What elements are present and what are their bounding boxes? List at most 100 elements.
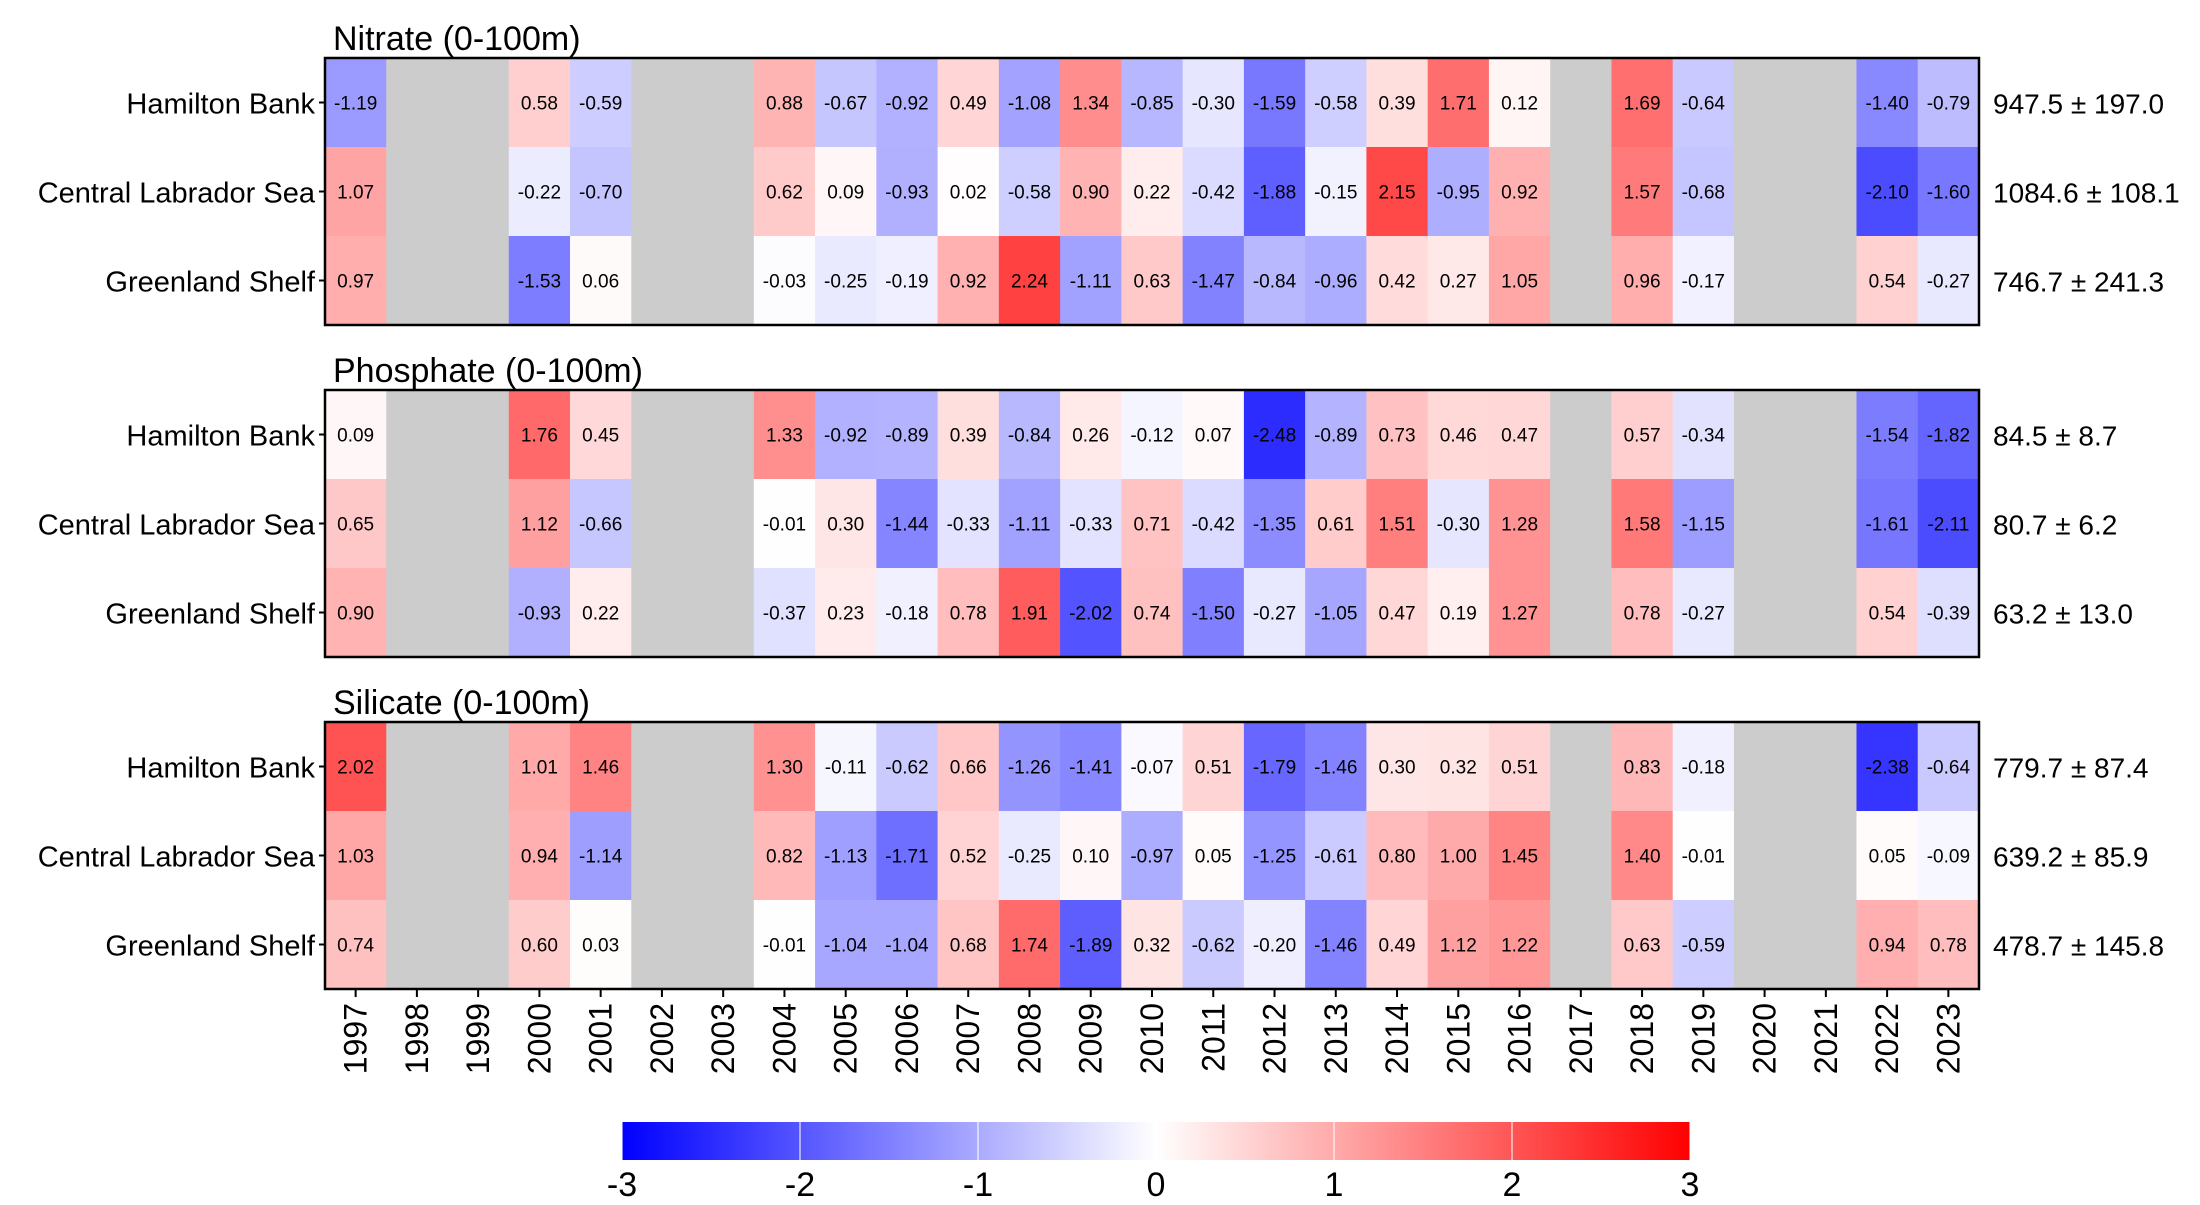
year-label-2003: 2003 bbox=[705, 1003, 741, 1074]
silicate-cell-label-hamilton-bank-2004: 1.30 bbox=[766, 758, 803, 779]
year-label-2019: 2019 bbox=[1685, 1003, 1721, 1074]
silicate-cell-central-labrador-sea-1999 bbox=[447, 811, 510, 901]
phosphate-cell-label-hamilton-bank-2007: 0.39 bbox=[950, 426, 987, 447]
silicate-cell-label-central-labrador-sea-2011: 0.05 bbox=[1195, 847, 1232, 868]
phosphate-cell-central-labrador-sea-2006 bbox=[876, 479, 939, 569]
phosphate-cell-central-labrador-sea-2003 bbox=[692, 479, 755, 569]
nitrate-cell-greenland-shelf-2009 bbox=[1060, 236, 1122, 326]
phosphate-cell-label-greenland-shelf-2001: 0.22 bbox=[582, 604, 619, 625]
nitrate-cell-central-labrador-sea-1997 bbox=[325, 147, 387, 237]
nitrate-cell-hamilton-bank-1997 bbox=[325, 58, 387, 148]
phosphate-panel-frame bbox=[323, 388, 1981, 659]
phosphate-stat-greenland-shelf: 63.2 ± 13.0 bbox=[1993, 599, 2133, 630]
year-label-2009: 2009 bbox=[1073, 1003, 1109, 1074]
nitrate-cell-label-greenland-shelf-2015: 0.27 bbox=[1440, 272, 1477, 293]
nitrate-cell-label-greenland-shelf-2013: -0.96 bbox=[1314, 272, 1357, 293]
phosphate-cell-central-labrador-sea-2019 bbox=[1672, 479, 1735, 569]
phosphate-cell-central-labrador-sea-2010 bbox=[1121, 479, 1184, 569]
silicate-cell-greenland-shelf-1997 bbox=[325, 900, 387, 990]
nitrate-cell-label-hamilton-bank-2013: -0.58 bbox=[1314, 94, 1357, 115]
phosphate-cell-hamilton-bank-1998 bbox=[386, 390, 449, 480]
nitrate-cell-label-greenland-shelf-2014: 0.42 bbox=[1379, 272, 1416, 293]
phosphate-cell-greenland-shelf-2013 bbox=[1305, 568, 1368, 658]
phosphate-cell-label-hamilton-bank-2016: 0.47 bbox=[1501, 426, 1538, 447]
phosphate-cell-label-greenland-shelf-2005: 0.23 bbox=[827, 604, 864, 625]
year-label-2023: 2023 bbox=[1930, 1003, 1966, 1074]
phosphate-cell-label-hamilton-bank-2019: -0.34 bbox=[1682, 426, 1726, 447]
silicate-cell-hamilton-bank-2010 bbox=[1121, 722, 1184, 812]
phosphate-cell-hamilton-bank-2012 bbox=[1243, 390, 1306, 480]
phosphate-cell-central-labrador-sea-2004 bbox=[753, 479, 816, 569]
silicate-cell-label-hamilton-bank-2000: 1.01 bbox=[521, 758, 558, 779]
nitrate-cell-label-greenland-shelf-2018: 0.96 bbox=[1624, 272, 1661, 293]
nitrate-cell-label-greenland-shelf-2000: -1.53 bbox=[518, 272, 561, 293]
phosphate-cell-greenland-shelf-2004 bbox=[753, 568, 816, 658]
nitrate-cell-label-central-labrador-sea-2012: -1.88 bbox=[1253, 183, 1296, 204]
phosphate-cell-greenland-shelf-2014 bbox=[1366, 568, 1429, 658]
phosphate-cell-hamilton-bank-2019 bbox=[1672, 390, 1735, 480]
phosphate-cell-label-central-labrador-sea-2008: -1.11 bbox=[1009, 515, 1051, 536]
nitrate-cell-hamilton-bank-2016 bbox=[1488, 58, 1551, 148]
nitrate-cell-label-greenland-shelf-2012: -0.84 bbox=[1253, 272, 1297, 293]
nitrate-cell-hamilton-bank-2011 bbox=[1182, 58, 1245, 148]
phosphate-cell-hamilton-bank-2000 bbox=[508, 390, 571, 480]
silicate-cell-central-labrador-sea-2001 bbox=[570, 811, 632, 901]
silicate-cell-label-hamilton-bank-2005: -0.11 bbox=[825, 758, 867, 779]
nitrate-cell-greenland-shelf-1997 bbox=[325, 236, 387, 326]
phosphate-cell-label-central-labrador-sea-2014: 1.51 bbox=[1379, 515, 1416, 536]
year-label-2010: 2010 bbox=[1134, 1003, 1170, 1074]
silicate-cell-label-hamilton-bank-2019: -0.18 bbox=[1682, 758, 1725, 779]
nitrate-cell-label-greenland-shelf-2006: -0.19 bbox=[885, 272, 928, 293]
silicate-cell-greenland-shelf-1999 bbox=[447, 900, 510, 990]
silicate-cell-greenland-shelf-2016 bbox=[1488, 900, 1551, 990]
nitrate-row-label-greenland-shelf: Greenland Shelf bbox=[105, 267, 316, 299]
phosphate-cell-label-hamilton-bank-2000: 1.76 bbox=[521, 426, 558, 447]
nitrate-cell-greenland-shelf-2001 bbox=[570, 236, 632, 326]
nitrate-cell-hamilton-bank-2023 bbox=[1917, 58, 1980, 148]
phosphate-row-label-central-labrador-sea: Central Labrador Sea bbox=[38, 510, 316, 542]
nitrate-cell-label-hamilton-bank-2012: -1.59 bbox=[1253, 94, 1296, 115]
silicate-cell-greenland-shelf-2014 bbox=[1366, 900, 1429, 990]
phosphate-cell-central-labrador-sea-2000 bbox=[508, 479, 571, 569]
phosphate-cell-label-central-labrador-sea-2022: -1.61 bbox=[1865, 515, 1908, 536]
nitrate-cell-label-central-labrador-sea-2013: -0.15 bbox=[1314, 183, 1357, 204]
silicate-cell-central-labrador-sea-2012 bbox=[1243, 811, 1306, 901]
nitrate-cell-label-greenland-shelf-2023: -0.27 bbox=[1927, 272, 1970, 293]
phosphate-cell-central-labrador-sea-2002 bbox=[631, 479, 694, 569]
nitrate-cell-greenland-shelf-2015 bbox=[1427, 236, 1490, 326]
nitrate-cell-label-hamilton-bank-2005: -0.67 bbox=[824, 94, 867, 115]
silicate-cell-label-central-labrador-sea-2006: -1.71 bbox=[885, 847, 928, 868]
silicate-cell-greenland-shelf-2018 bbox=[1611, 900, 1674, 990]
phosphate-cell-greenland-shelf-2012 bbox=[1243, 568, 1306, 658]
phosphate-cell-hamilton-bank-1999 bbox=[447, 390, 510, 480]
silicate-cell-hamilton-bank-2015 bbox=[1427, 722, 1490, 812]
silicate-cell-label-central-labrador-sea-2018: 1.40 bbox=[1624, 847, 1661, 868]
nitrate-cell-greenland-shelf-2004 bbox=[753, 236, 816, 326]
phosphate-cell-label-greenland-shelf-1997: 0.90 bbox=[337, 604, 374, 625]
nitrate-cell-central-labrador-sea-2020 bbox=[1733, 147, 1796, 237]
silicate-cell-hamilton-bank-2019 bbox=[1672, 722, 1735, 812]
silicate-cell-greenland-shelf-2015 bbox=[1427, 900, 1490, 990]
silicate-cell-label-greenland-shelf-2011: -0.62 bbox=[1192, 936, 1235, 957]
nitrate-cell-hamilton-bank-2017 bbox=[1550, 58, 1613, 148]
nitrate-cell-label-central-labrador-sea-2023: -1.60 bbox=[1927, 183, 1970, 204]
phosphate-cell-label-central-labrador-sea-2005: 0.30 bbox=[827, 515, 864, 536]
phosphate-cell-greenland-shelf-1999 bbox=[447, 568, 510, 658]
phosphate-cell-label-greenland-shelf-2014: 0.47 bbox=[1379, 604, 1416, 625]
nitrate-cell-hamilton-bank-2012 bbox=[1243, 58, 1306, 148]
silicate-cell-label-hamilton-bank-2001: 1.46 bbox=[582, 758, 619, 779]
phosphate-cell-central-labrador-sea-2011 bbox=[1182, 479, 1245, 569]
phosphate-cell-label-central-labrador-sea-2010: 0.71 bbox=[1134, 515, 1171, 536]
phosphate-cell-label-central-labrador-sea-2018: 1.58 bbox=[1624, 515, 1661, 536]
phosphate-cell-label-greenland-shelf-2010: 0.74 bbox=[1134, 604, 1171, 625]
phosphate-cell-label-central-labrador-sea-2000: 1.12 bbox=[521, 515, 558, 536]
nitrate-cell-hamilton-bank-2020 bbox=[1733, 58, 1796, 148]
nitrate-cell-label-hamilton-bank-2016: 0.12 bbox=[1501, 94, 1538, 115]
phosphate-cell-hamilton-bank-2015 bbox=[1427, 390, 1490, 480]
phosphate-cell-label-central-labrador-sea-2015: -0.30 bbox=[1437, 515, 1480, 536]
silicate-cell-label-central-labrador-sea-2007: 0.52 bbox=[950, 847, 987, 868]
phosphate-cell-hamilton-bank-2004 bbox=[753, 390, 816, 480]
nitrate-cell-central-labrador-sea-2008 bbox=[998, 147, 1061, 237]
silicate-cell-greenland-shelf-2022 bbox=[1856, 900, 1919, 990]
silicate-cell-label-central-labrador-sea-2013: -0.61 bbox=[1314, 847, 1357, 868]
